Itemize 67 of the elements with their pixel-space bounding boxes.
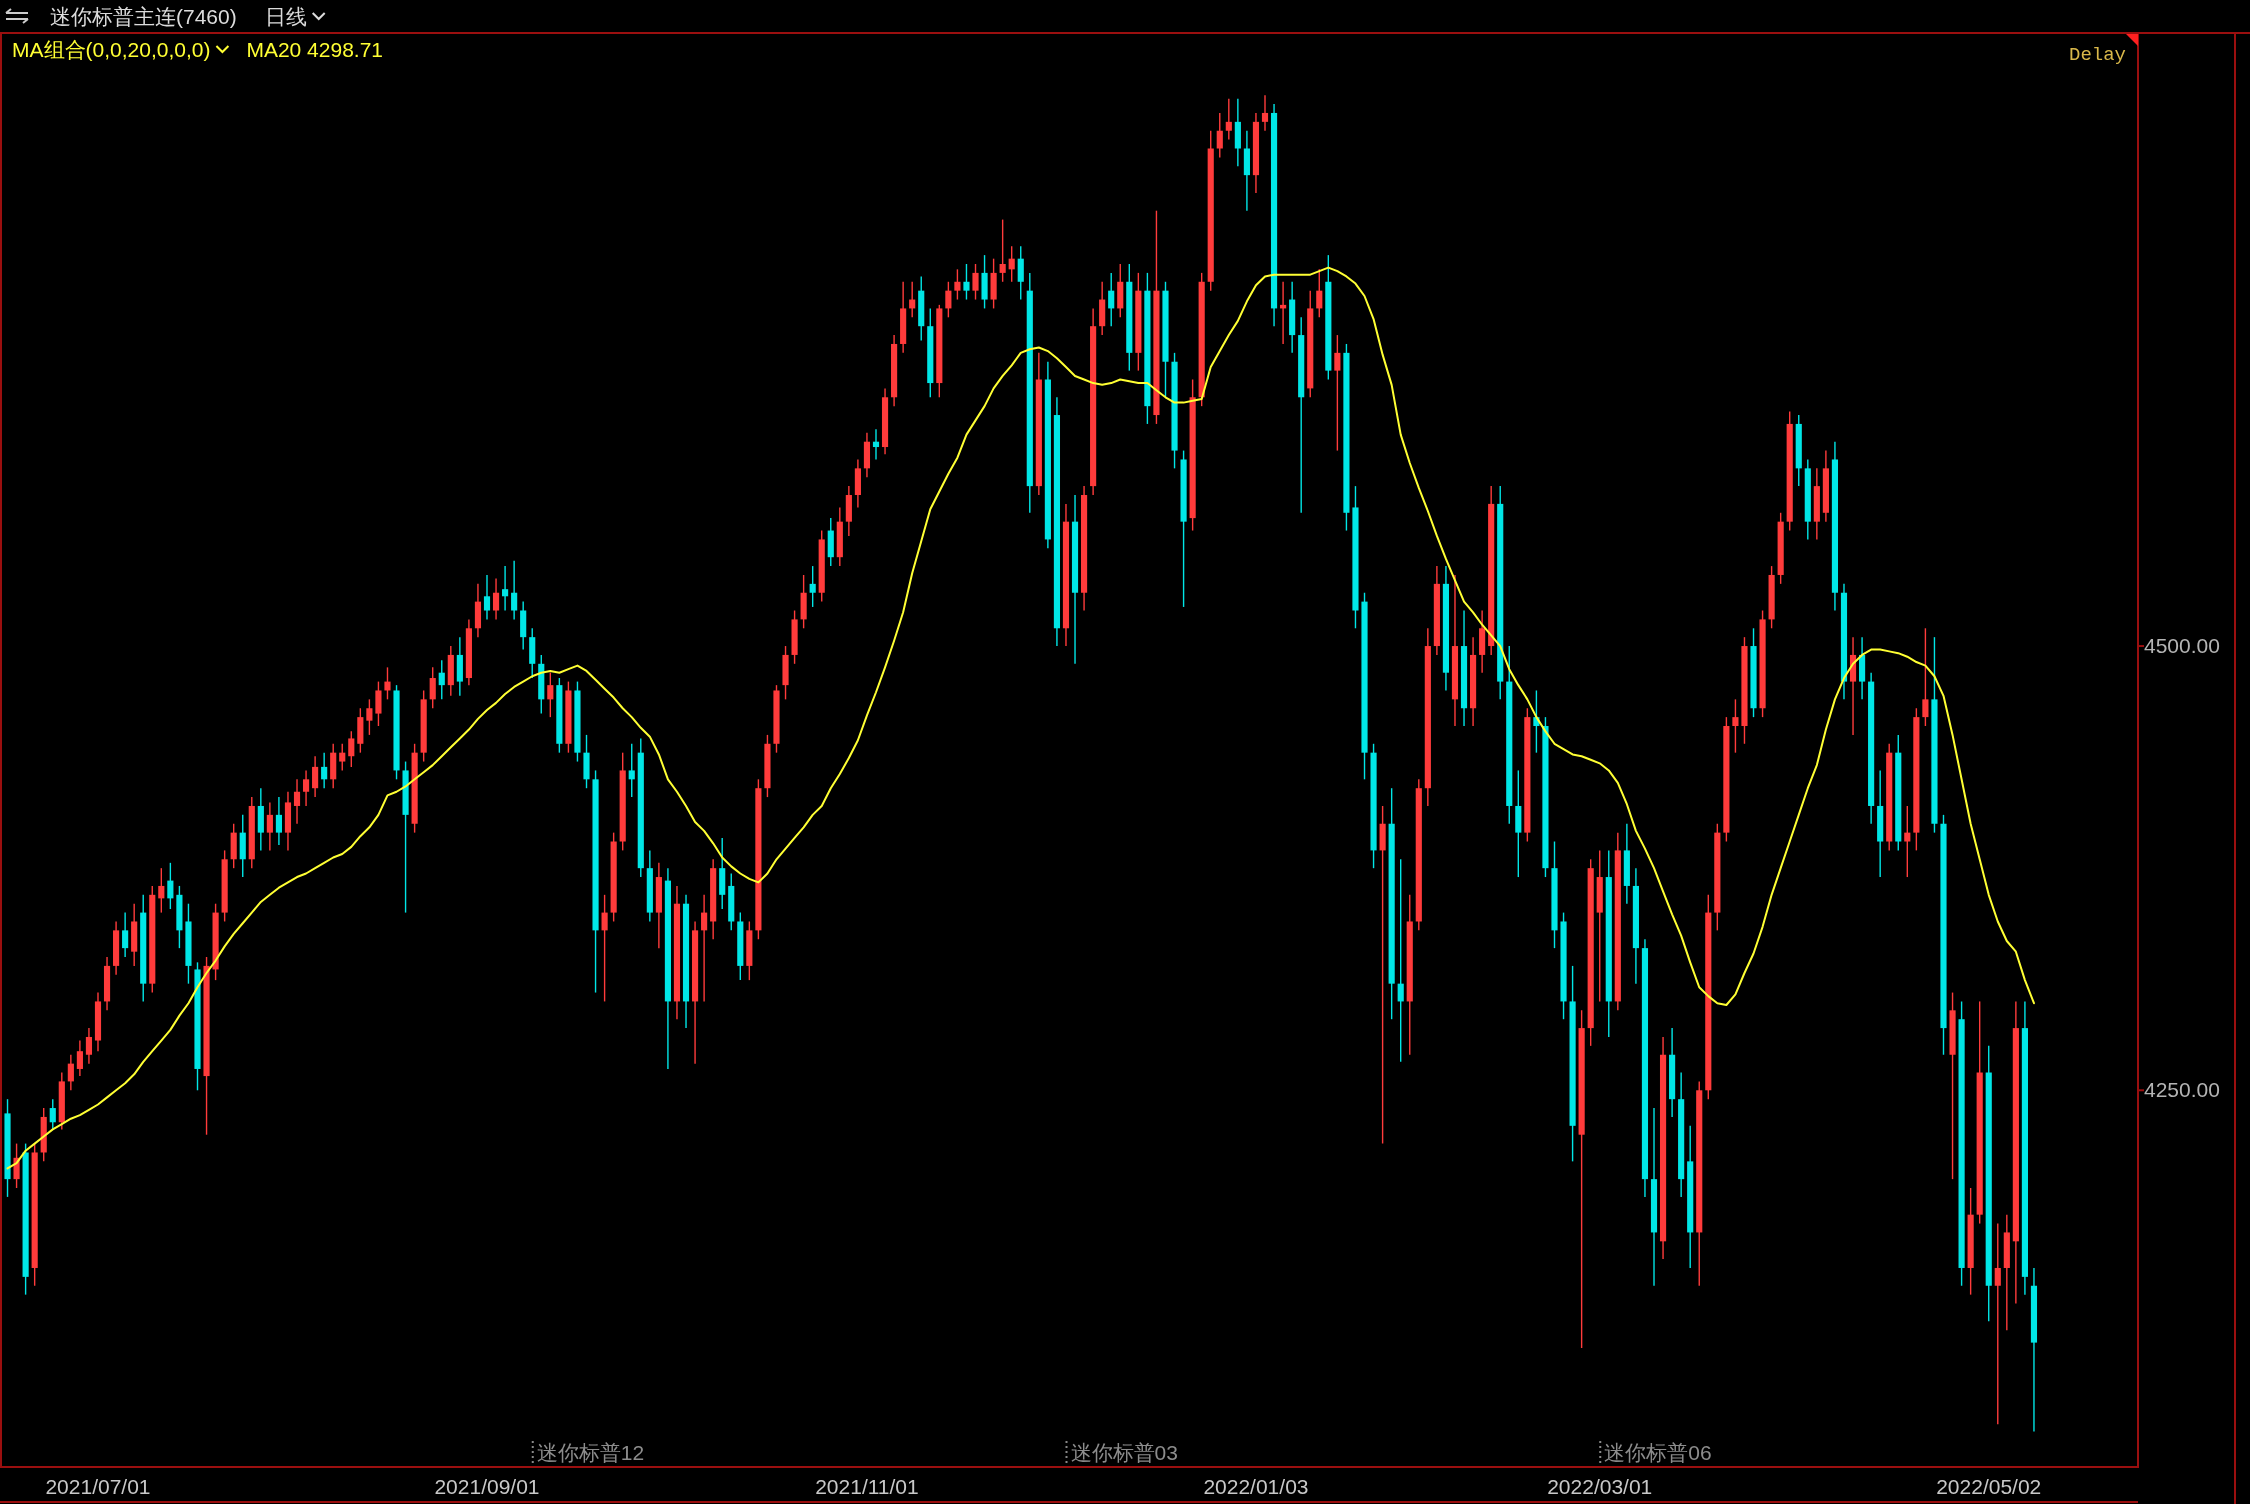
candlestick xyxy=(1994,1222,2001,1426)
candlestick xyxy=(492,577,500,621)
legend: MA20 4298.71 xyxy=(246,38,384,61)
x-tick-label: 2022/03/01 xyxy=(1547,1475,1653,1498)
y-tick-label: 4250.00 xyxy=(2144,1078,2220,1102)
candlestick xyxy=(872,428,880,461)
candlestick xyxy=(312,755,319,798)
annotation: 迷你标普06 xyxy=(1604,1441,1712,1464)
x-tick-label: 2021/09/01 xyxy=(434,1475,540,1498)
candlestick xyxy=(1316,268,1323,319)
candlestick xyxy=(1216,112,1223,159)
candlestick xyxy=(1108,272,1115,327)
candlestick xyxy=(1261,94,1269,132)
candlestick xyxy=(502,565,509,612)
candlestick xyxy=(266,801,273,852)
candlestick xyxy=(348,730,355,768)
candlestick xyxy=(1008,245,1015,283)
chart-subtitle: 日线 xyxy=(264,5,307,28)
candlestick xyxy=(339,743,346,772)
candlestick xyxy=(275,796,282,846)
candlestick xyxy=(384,666,391,701)
header: 迷你标普主连(7460) 日线 xyxy=(5,5,326,28)
candlestick xyxy=(1017,245,1024,301)
candlestick xyxy=(999,218,1006,283)
candlestick xyxy=(1225,98,1232,141)
candlestick xyxy=(429,666,436,709)
candlestick xyxy=(85,1027,93,1065)
candlestick xyxy=(1732,698,1739,754)
candlestick xyxy=(49,1098,56,1131)
x-tick-label: 2022/01/03 xyxy=(1203,1475,1309,1498)
candlestick xyxy=(511,560,518,621)
candlestick xyxy=(972,263,979,301)
candlestick xyxy=(809,565,816,608)
candlestick xyxy=(1922,627,1929,727)
candlestick xyxy=(547,672,554,718)
candlestick xyxy=(158,867,165,914)
candlestick xyxy=(67,1054,74,1091)
x-tick-label: 2022/05/02 xyxy=(1936,1475,2042,1498)
candlestick xyxy=(122,911,129,958)
candlestick xyxy=(954,268,961,301)
chart-title: 迷你标普主连(7460) xyxy=(50,5,237,28)
candlestick xyxy=(945,281,952,319)
candlestick xyxy=(375,680,382,727)
candlestick xyxy=(366,698,373,736)
candlestick xyxy=(1334,334,1341,452)
candlestick xyxy=(438,659,445,701)
candlestick xyxy=(1904,805,1911,878)
candlestick xyxy=(483,574,491,621)
candlestick xyxy=(1397,858,1404,1063)
candlestick xyxy=(628,743,635,798)
x-tick-label: 2021/07/01 xyxy=(45,1475,151,1498)
annotation: 迷你标普12 xyxy=(536,1441,645,1464)
candlestick xyxy=(302,769,310,807)
text: Delay xyxy=(2068,44,2126,66)
candlestick xyxy=(1379,805,1386,1145)
candlestick xyxy=(13,1142,20,1189)
candlestick xyxy=(167,862,174,910)
candlestick xyxy=(601,894,608,1003)
candlestick xyxy=(701,894,708,1003)
annotation: MA组合(0,0,20,0,0,0) xyxy=(12,38,211,61)
candlestick xyxy=(321,751,328,789)
candlestick xyxy=(963,263,970,301)
candlestick xyxy=(293,778,301,825)
candlestick xyxy=(76,1039,83,1077)
annotation: 迷你标普03 xyxy=(1070,1441,1178,1464)
x-tick-label: 2021/11/01 xyxy=(815,1475,919,1498)
y-tick-label: 4500.00 xyxy=(2144,634,2220,658)
